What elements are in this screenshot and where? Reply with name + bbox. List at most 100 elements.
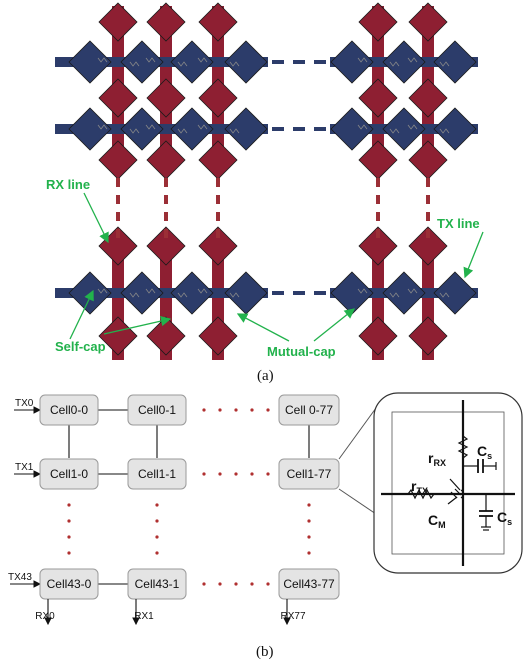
rx-electrode-pad — [408, 78, 448, 118]
coupling-cap-mark — [389, 292, 400, 298]
rx-electrode-pad — [408, 226, 448, 266]
coupling-cap-mark — [177, 292, 188, 298]
svg-text:CM: CM — [428, 512, 446, 530]
cell-43-77 — [278, 568, 340, 600]
cell-43-1-label: Cell43-1 — [135, 577, 180, 591]
cell-0-1 — [127, 394, 187, 426]
coupling-cap-mark — [129, 128, 140, 134]
rx-electrode-pad — [358, 226, 398, 266]
cell-1-77 — [278, 458, 340, 490]
rx-electrode-pad — [408, 140, 448, 180]
cell-0-0-label: Cell0-0 — [50, 403, 88, 417]
coupling-cap-mark — [439, 128, 450, 134]
cs-right-sub: s — [507, 517, 512, 527]
cs-top-sub: s — [487, 451, 492, 461]
tx-electrode-pad — [433, 40, 477, 84]
tx-electrode-pad — [330, 107, 374, 151]
coupling-cap-mark — [407, 57, 418, 63]
rx-electrode-pad — [408, 316, 448, 356]
dotted-ellipses — [67, 408, 311, 586]
tx-electrode-pad — [170, 40, 214, 84]
coupling-cap-mark — [357, 124, 368, 130]
tx-electrode-pad — [224, 40, 268, 84]
tx-electrode-pad — [433, 107, 477, 151]
coupling-cap-mark — [97, 288, 108, 294]
svg-text:rRX: rRX — [428, 450, 446, 468]
tx-electrode-pad — [382, 271, 426, 315]
cell-0-0 — [39, 394, 99, 426]
rx-electrode-pad — [408, 2, 448, 42]
coupling-cap-mark — [389, 128, 400, 134]
rx-electrode-pad — [358, 78, 398, 118]
cm-sub: M — [438, 520, 446, 530]
coupling-cap-mark — [357, 288, 368, 294]
rx0-label: RX0 — [35, 611, 55, 622]
cell-43-77-label: Cell43-77 — [283, 577, 335, 591]
caption-b: (b) — [256, 644, 274, 660]
mutual-cap-arrow-1 — [236, 313, 290, 342]
cell-1-1 — [127, 458, 187, 490]
cell-1-0 — [39, 458, 99, 490]
tx-electrode-pad — [68, 107, 112, 151]
cell-43-1 — [127, 568, 187, 600]
tx-electrode-pad — [68, 271, 112, 315]
tx-electrode-pad — [68, 40, 112, 84]
tx-electrode-pad — [433, 271, 477, 315]
cell-1-77-label: Cell1-77 — [287, 467, 332, 481]
coupling-cap-mark — [439, 292, 450, 298]
rx-electrode-pad — [198, 140, 238, 180]
cell-circuit-detail: rRX Cs rTX CM Cs — [373, 392, 523, 574]
self-cap-arrow-1 — [69, 289, 94, 340]
vertical-ellipsis-dashes — [116, 178, 430, 240]
coupling-cap-mark — [129, 61, 140, 67]
coupling-cap-mark — [439, 61, 450, 67]
cm-label: C — [428, 512, 438, 528]
rx-electrode-pad — [146, 2, 186, 42]
tx-electrode-pad — [224, 107, 268, 151]
svg-text:Cs: Cs — [477, 443, 492, 461]
coupling-cap-mark — [389, 61, 400, 67]
cell-0-77-label: Cell 0-77 — [285, 403, 333, 417]
rx-electrode-pad — [198, 2, 238, 42]
svg-text:rTX: rTX — [411, 478, 428, 496]
cs-right-label: C — [497, 509, 507, 525]
cell-0-1-label: Cell0-1 — [138, 403, 176, 417]
self-cap-arrow-2 — [103, 315, 172, 335]
cell-0-77 — [278, 394, 340, 426]
rx-electrode-pad — [146, 140, 186, 180]
rx-line-label: RX line — [46, 177, 90, 192]
coupling-cap-mark — [145, 57, 156, 63]
tx1-label: TX1 — [15, 462, 34, 473]
tx43-label: TX43 — [8, 572, 32, 583]
rx77-label: RX77 — [280, 611, 305, 622]
caption-a: (a) — [257, 368, 274, 384]
tx-electrode-pad — [120, 107, 164, 151]
coupling-cap-mark — [129, 292, 140, 298]
tx-electrode-pad — [170, 107, 214, 151]
coupling-cap-mark — [97, 57, 108, 63]
r-tx-label: r — [411, 478, 417, 494]
coupling-cap-mark — [357, 57, 368, 63]
tx-electrode-pad — [224, 271, 268, 315]
rx-electrode-pad — [198, 316, 238, 356]
coupling-cap-mark — [197, 288, 208, 294]
coupling-cap-mark — [197, 124, 208, 130]
sensor-array — [55, 2, 478, 360]
rx-electrode-pad — [98, 78, 138, 118]
coupling-cap-mark — [197, 57, 208, 63]
rx1-label: RX1 — [134, 611, 154, 622]
svg-text:Cs: Cs — [497, 509, 512, 527]
self-cap-label: Self-cap — [55, 339, 106, 354]
rx-electrode-pad — [146, 78, 186, 118]
rx-electrode-pad — [358, 2, 398, 42]
coupling-cap-mark — [145, 124, 156, 130]
coupling-cap-mark — [229, 128, 240, 134]
coupling-cap-mark — [177, 61, 188, 67]
tx-electrode-pad — [120, 271, 164, 315]
tx-electrode-pad — [330, 40, 374, 84]
coupling-cap-mark — [229, 61, 240, 67]
r-rx-sub: RX — [433, 458, 446, 468]
rx-electrode-pad — [358, 316, 398, 356]
tx-electrode-pad — [382, 107, 426, 151]
